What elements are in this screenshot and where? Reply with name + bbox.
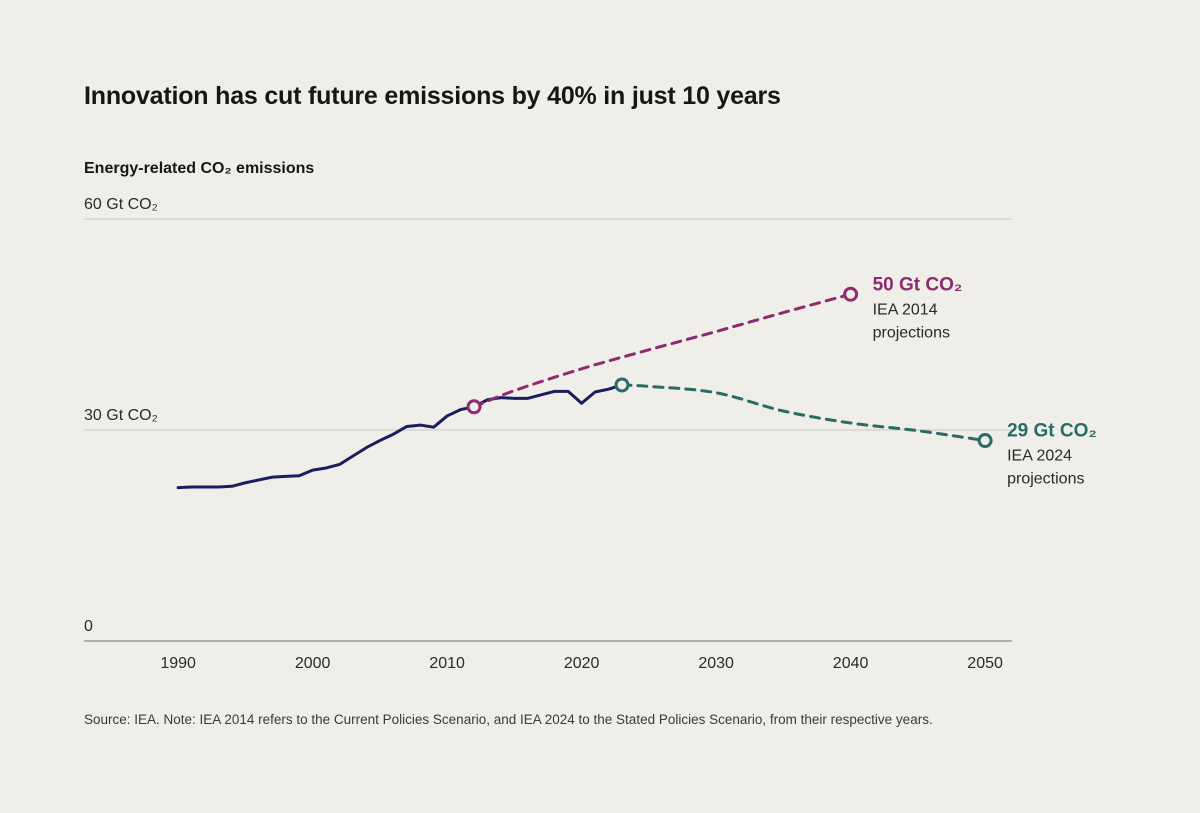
y-tick-label-60: 60 Gt CO₂ xyxy=(84,196,158,213)
iea-2024-projection-sub-label-0: IEA 2024 xyxy=(1007,448,1072,465)
iea-2014-projection-start-marker xyxy=(466,399,482,415)
iea-2014-projection-sub-label-1: projections xyxy=(873,324,950,341)
x-tick-label-2000: 2000 xyxy=(295,655,331,672)
x-tick-label-2050: 2050 xyxy=(967,655,1003,672)
iea-2024-projection-start-marker xyxy=(614,377,630,393)
iea-2024-projection-end-marker xyxy=(977,433,993,449)
iea-2014-projection-line xyxy=(472,292,853,409)
annotations: 50 Gt CO₂ IEA 2014 projections 29 Gt CO₂ IEA… xyxy=(873,274,1097,487)
x-tick-label-1990: 1990 xyxy=(160,655,196,672)
series-markers xyxy=(466,286,993,449)
emissions-chart: 60 Gt CO₂ 30 Gt CO₂ 0 50 Gt CO₂ IEA 2014 pro… xyxy=(84,196,1097,672)
y-axis-label: Energy-related CO₂ emissions xyxy=(84,160,315,177)
y-tick-label-0: 0 xyxy=(84,618,93,635)
iea-2014-projection-sub-label-0: IEA 2014 xyxy=(873,301,938,318)
historical-emissions-line xyxy=(176,383,624,490)
iea-2024-projection-value-label: 29 Gt CO₂ xyxy=(1007,421,1097,442)
x-tick-label-2010: 2010 xyxy=(429,655,465,672)
iea-2014-projection-end-marker xyxy=(843,286,859,302)
x-tick-label-2020: 2020 xyxy=(564,655,600,672)
iea-2024-projection-line xyxy=(620,383,987,443)
iea-2014-projection-value-label: 50 Gt CO₂ xyxy=(873,274,963,295)
series-lines xyxy=(176,292,987,490)
source-note: Source: IEA. Note: IEA 2014 refers to th… xyxy=(84,712,933,727)
y-tick-label-30: 30 Gt CO₂ xyxy=(84,407,158,424)
iea-2024-projection-sub-label-1: projections xyxy=(1007,471,1084,488)
grid: 60 Gt CO₂ 30 Gt CO₂ 0 xyxy=(84,196,1012,642)
x-tick-label-2030: 2030 xyxy=(698,655,734,672)
x-tick-label-2040: 2040 xyxy=(833,655,869,672)
x-axis-ticks: 1990 2000 2010 2020 2030 2040 2050 xyxy=(160,655,1003,672)
chart-title: Innovation has cut future emissions by 4… xyxy=(84,82,781,110)
